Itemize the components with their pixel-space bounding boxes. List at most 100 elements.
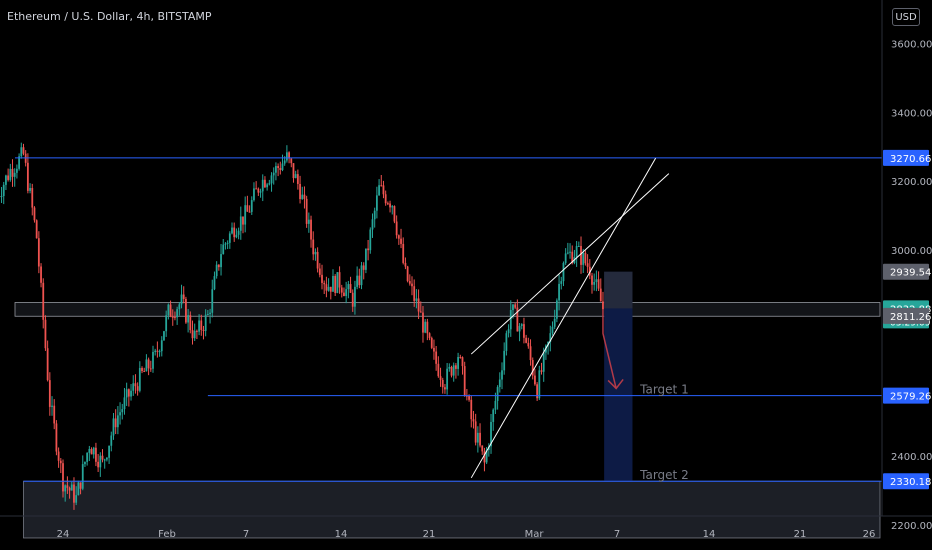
channel-line	[470, 157, 657, 479]
candle	[70, 481, 73, 491]
candle-body	[358, 275, 361, 286]
candle-body	[81, 464, 84, 489]
candle-body	[33, 207, 36, 221]
candle	[299, 175, 301, 204]
candle	[176, 306, 179, 325]
candle-body	[125, 389, 128, 398]
candle-body	[283, 160, 286, 164]
candle-body	[53, 405, 56, 424]
candle-body	[147, 359, 150, 369]
candle	[123, 387, 126, 415]
candle	[86, 452, 89, 466]
candle-body	[455, 365, 457, 369]
candle-body	[518, 326, 521, 332]
candle	[110, 431, 113, 452]
candle-body	[145, 359, 148, 372]
candle	[106, 457, 108, 462]
candle	[73, 477, 75, 510]
candle-body	[169, 304, 172, 317]
price-label: 2330.18	[883, 473, 931, 490]
candle	[29, 183, 31, 194]
candle	[406, 265, 409, 283]
candle	[163, 330, 165, 341]
candle	[340, 284, 343, 298]
candle	[268, 179, 271, 186]
candle-body	[11, 168, 14, 177]
candle-body	[64, 485, 67, 492]
candle-body	[224, 243, 227, 245]
candle	[200, 314, 203, 336]
candle	[542, 347, 545, 382]
candle	[487, 443, 490, 457]
candle	[470, 395, 473, 428]
candle-body	[439, 376, 442, 380]
x-tick-label: Mar	[525, 529, 545, 540]
candle	[147, 357, 150, 376]
candle	[158, 349, 161, 357]
candle	[534, 369, 536, 386]
candle	[474, 413, 477, 446]
candle-body	[185, 299, 187, 323]
candle-body	[112, 418, 115, 436]
candle	[116, 406, 119, 435]
candle-body	[336, 272, 339, 293]
candle-body	[354, 286, 356, 307]
candle-body	[558, 283, 560, 301]
candle-body	[479, 432, 481, 446]
candle	[64, 484, 67, 502]
price-label: 2811.26	[883, 307, 931, 324]
candle	[334, 274, 337, 296]
candle	[457, 352, 459, 376]
candle	[244, 196, 247, 233]
candle	[391, 205, 394, 215]
candle	[362, 262, 365, 280]
candle-body	[347, 284, 350, 290]
candle-body	[312, 239, 315, 255]
projection-arrow	[602, 309, 617, 389]
candle	[239, 206, 242, 240]
candle-body	[165, 315, 168, 332]
candle	[261, 174, 264, 202]
candle	[40, 263, 42, 288]
candle	[44, 315, 47, 351]
candle	[169, 300, 172, 318]
candle	[226, 240, 229, 250]
candle	[538, 365, 541, 401]
candle	[386, 201, 389, 206]
candle	[204, 309, 207, 337]
candle-body	[564, 253, 567, 263]
candle	[228, 231, 231, 249]
candle-body	[119, 412, 121, 416]
candle-body	[187, 315, 190, 323]
candle-body	[349, 284, 352, 293]
price-label-bg	[883, 149, 929, 166]
candle	[393, 205, 396, 224]
candle	[525, 334, 528, 344]
candle-body	[505, 333, 508, 351]
candle-body	[417, 298, 420, 312]
candle	[281, 154, 284, 172]
target-label: Target 1	[639, 383, 689, 397]
candle-body	[591, 275, 593, 285]
candle-body	[209, 312, 211, 314]
candle	[95, 442, 97, 467]
candle-body	[290, 158, 293, 164]
candle	[7, 168, 10, 182]
candle-body	[419, 311, 422, 313]
target-label: Target 2	[639, 468, 689, 482]
candle-body	[59, 460, 62, 464]
candle-body	[149, 368, 152, 370]
candle-body	[483, 451, 486, 463]
candle	[305, 195, 308, 228]
resistance-zone	[14, 302, 881, 317]
candle-body	[393, 206, 396, 222]
candle	[143, 367, 146, 373]
currency-button[interactable]: USD	[892, 8, 920, 26]
candle	[167, 303, 170, 320]
candle	[551, 321, 554, 336]
candle	[485, 447, 488, 465]
candle-body	[575, 246, 578, 258]
price-label-bg	[883, 307, 929, 324]
candle-body	[141, 368, 143, 372]
